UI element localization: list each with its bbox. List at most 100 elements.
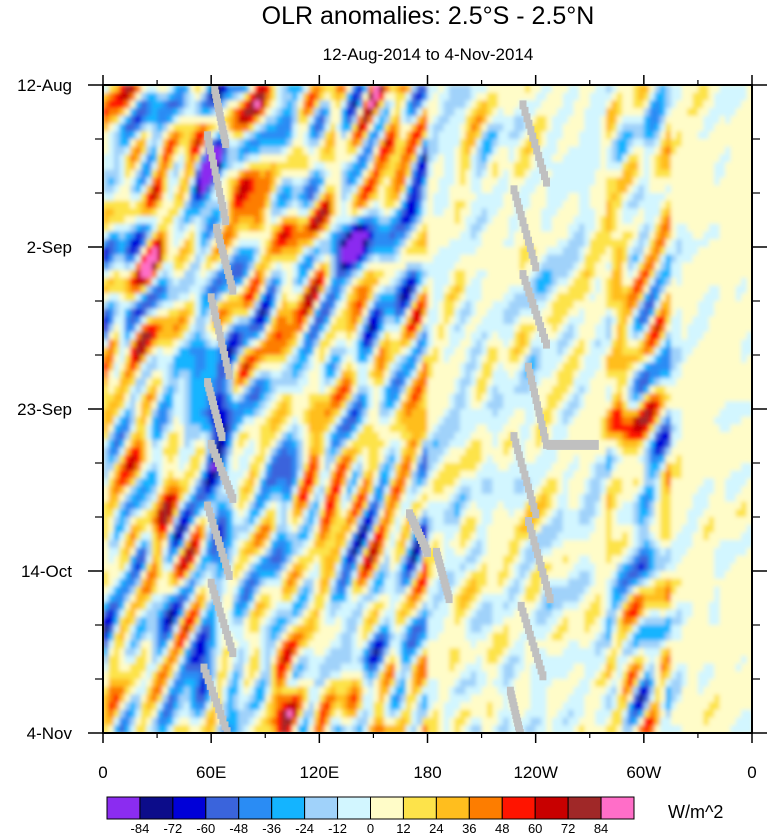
field-cell — [503, 85, 510, 94]
field-cell — [589, 177, 596, 187]
field-cell — [638, 131, 645, 140]
field-cell — [216, 208, 223, 217]
field-cell — [422, 208, 429, 217]
field-cell — [551, 85, 559, 94]
field-cell — [541, 247, 548, 256]
field-cell — [508, 162, 515, 171]
field-cell — [405, 100, 413, 109]
field-cell — [297, 200, 304, 210]
field-cell — [551, 239, 559, 248]
field-cell — [259, 223, 267, 233]
field-cell — [281, 316, 288, 325]
field-cell — [400, 370, 407, 379]
field-cell — [605, 262, 613, 271]
field-cell — [384, 370, 391, 379]
field-cell — [276, 270, 283, 279]
field-cell — [162, 239, 169, 248]
field-cell — [654, 169, 661, 179]
field-cell — [665, 262, 672, 271]
field-cell — [135, 285, 142, 295]
field-cell — [638, 177, 645, 187]
field-cell — [167, 223, 175, 233]
field-cell — [167, 193, 175, 202]
field-cell — [200, 370, 207, 379]
field-cell — [703, 239, 710, 248]
field-cell — [708, 92, 715, 102]
field-cell — [373, 393, 380, 403]
field-cell — [622, 108, 629, 117]
field-cell — [162, 216, 169, 225]
field-cell — [167, 331, 175, 341]
field-cell — [703, 378, 710, 387]
field-cell — [351, 393, 358, 403]
field-cell — [676, 154, 683, 163]
field-cell — [443, 200, 450, 210]
field-cell — [373, 339, 380, 349]
field-cell — [146, 262, 153, 271]
field-cell — [303, 239, 310, 248]
field-cell — [416, 231, 423, 241]
field-cell — [400, 293, 407, 302]
field-cell — [319, 185, 326, 194]
field-cell — [676, 123, 683, 133]
field-cell — [281, 100, 288, 109]
field-cell — [243, 339, 250, 349]
field-cell — [746, 85, 752, 94]
field-cell — [735, 162, 742, 171]
field-cell — [135, 200, 142, 210]
field-cell — [124, 146, 131, 156]
field-cell — [584, 92, 591, 102]
field-cell — [373, 131, 380, 140]
field-cell — [670, 108, 678, 117]
field-cell — [703, 370, 710, 379]
field-cell — [362, 231, 369, 241]
field-cell — [146, 154, 153, 163]
field-cell — [119, 223, 126, 233]
field-cell — [189, 139, 196, 148]
field-cell — [616, 208, 623, 217]
field-cell — [568, 355, 575, 364]
field-cell — [551, 223, 559, 233]
field-cell — [335, 324, 342, 333]
field-cell — [687, 285, 694, 295]
field-cell — [194, 316, 202, 325]
field-cell — [335, 316, 342, 325]
field-cell — [730, 123, 737, 133]
field-cell — [449, 115, 456, 125]
field-cell — [708, 169, 715, 179]
field-cell — [411, 169, 418, 179]
field-cell — [227, 162, 234, 171]
field-cell — [405, 293, 413, 302]
field-cell — [249, 385, 256, 395]
field-cell — [476, 115, 483, 125]
field-cell — [292, 301, 299, 310]
field-cell — [741, 370, 748, 379]
field-cell — [416, 216, 423, 225]
field-cell — [470, 216, 477, 225]
field-cell — [432, 185, 440, 194]
field-cell — [108, 254, 115, 264]
field-cell — [627, 262, 634, 271]
field-cell — [254, 324, 261, 333]
field-cell — [140, 339, 148, 349]
field-cell — [589, 146, 596, 156]
field-cell — [368, 92, 375, 102]
field-cell — [184, 123, 191, 133]
field-cell — [605, 393, 613, 403]
field-cell — [633, 123, 640, 133]
field-cell — [303, 355, 310, 364]
field-cell — [514, 385, 521, 395]
field-cell — [324, 254, 331, 264]
field-cell — [119, 347, 126, 356]
field-cell — [741, 262, 748, 271]
field-cell — [703, 347, 710, 356]
field-cell — [189, 185, 196, 194]
field-cell — [259, 347, 267, 356]
field-cell — [378, 270, 386, 279]
field-cell — [194, 285, 202, 295]
field-cell — [400, 324, 407, 333]
field-cell — [687, 146, 694, 156]
field-cell — [735, 347, 742, 356]
field-cell — [362, 385, 369, 395]
field-cell — [103, 185, 110, 194]
